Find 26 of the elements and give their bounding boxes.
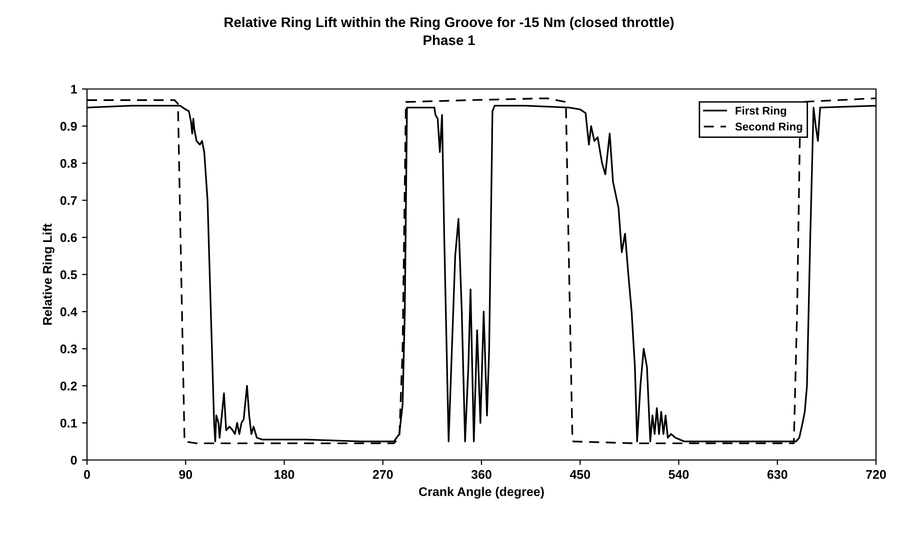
legend-label: First Ring xyxy=(736,106,786,117)
y-tick-label: 1 xyxy=(71,84,77,94)
y-tick-label: 0 xyxy=(70,456,77,465)
x-axis-title: Crank Angle (degree) xyxy=(419,486,544,499)
x-tick-label: 360 xyxy=(471,470,492,479)
legend-label: Second Ring xyxy=(735,122,802,133)
x-tick-label: 720 xyxy=(866,470,886,479)
y-tick-label: 0.9 xyxy=(60,122,77,131)
y-tick-label: 0.3 xyxy=(60,344,77,354)
x-tick-label: 0 xyxy=(84,470,90,479)
x-tick-label: 270 xyxy=(372,470,393,479)
y-tick-label: 0.4 xyxy=(60,307,78,316)
y-axis-title: Relative Ring Lift xyxy=(42,224,54,325)
y-tick-label: 0.7 xyxy=(60,196,77,205)
x-tick-label: 540 xyxy=(668,470,689,479)
y-tick-label: 0.2 xyxy=(60,382,77,390)
y-tick-label: 0.5 xyxy=(60,270,77,280)
chart-title: Relative Ring Lift within the Ring Groove for -15 Nm (closed throttle) xyxy=(224,16,674,30)
x-tick-label: 180 xyxy=(274,470,294,479)
y-tick-label: 0.6 xyxy=(60,233,77,242)
y-tick-label: 0.1 xyxy=(60,418,77,428)
y-tick-label: 0.8 xyxy=(60,159,77,168)
x-tick-label: 90 xyxy=(179,470,192,479)
x-tick-label: 450 xyxy=(570,470,590,479)
x-tick-label: 630 xyxy=(767,470,788,479)
chart-subtitle: Phase 1 xyxy=(424,34,475,46)
